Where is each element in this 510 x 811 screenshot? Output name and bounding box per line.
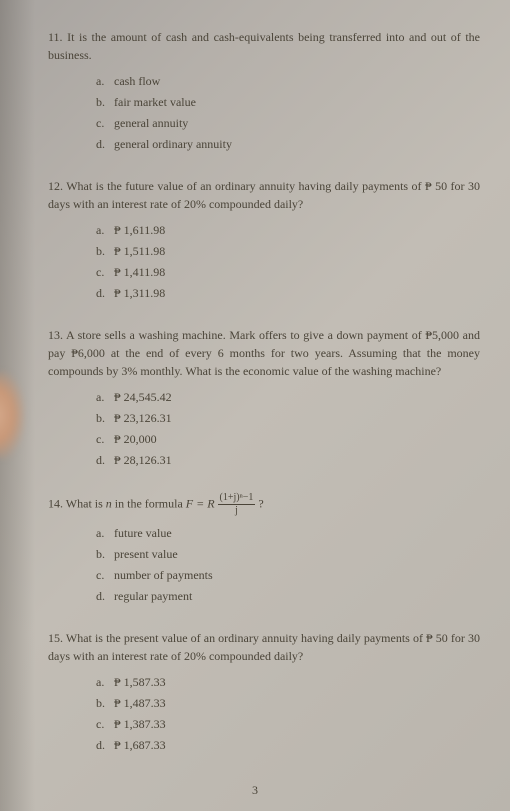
option-letter: b. [96, 694, 114, 712]
formula-denominator: j [218, 505, 256, 516]
question-number: 12. [48, 179, 63, 193]
formula-numerator: (1+j)ⁿ−1 [218, 493, 256, 505]
thumb-shadow [0, 370, 25, 460]
option-text: ₱ 1,611.98 [114, 223, 165, 237]
question-number: 13. [48, 328, 63, 342]
options-list: a.cash flow b.fair market value c.genera… [48, 72, 480, 153]
option-text: ₱ 1,311.98 [114, 286, 165, 300]
option-letter: a. [96, 524, 114, 542]
option-c: c.₱ 20,000 [96, 430, 480, 448]
question-number: 11. [48, 30, 63, 44]
options-list: a.₱ 1,611.98 b.₱ 1,511.98 c.₱ 1,411.98 d… [48, 221, 480, 302]
question-stem: 11. It is the amount of cash and cash-eq… [48, 28, 480, 64]
option-text: ₱ 1,387.33 [114, 717, 166, 731]
formula-fraction: (1+j)ⁿ−1 j [218, 493, 256, 516]
option-letter: c. [96, 430, 114, 448]
question-stem: 15. What is the present value of an ordi… [48, 629, 480, 665]
option-text: ₱ 20,000 [114, 432, 157, 446]
option-letter: a. [96, 388, 114, 406]
option-d: d.₱ 1,687.33 [96, 736, 480, 754]
question-number: 14. [48, 496, 63, 510]
option-letter: d. [96, 451, 114, 469]
option-a: a.₱ 1,587.33 [96, 673, 480, 691]
option-c: c.₱ 1,387.33 [96, 715, 480, 733]
option-letter: a. [96, 72, 114, 90]
option-b: b.₱ 23,126.31 [96, 409, 480, 427]
option-text: present value [114, 547, 178, 561]
option-text: ₱ 1,411.98 [114, 265, 165, 279]
option-a: a.₱ 1,611.98 [96, 221, 480, 239]
option-text: cash flow [114, 74, 160, 88]
question-number: 15. [48, 631, 63, 645]
option-text: ₱ 23,126.31 [114, 411, 172, 425]
question-11: 11. It is the amount of cash and cash-eq… [48, 28, 480, 153]
question-12: 12. What is the future value of an ordin… [48, 177, 480, 302]
option-letter: d. [96, 135, 114, 153]
option-letter: d. [96, 587, 114, 605]
option-b: b.₱ 1,487.33 [96, 694, 480, 712]
option-a: a.future value [96, 524, 480, 542]
option-text: general ordinary annuity [114, 137, 232, 151]
option-d: d.₱ 28,126.31 [96, 451, 480, 469]
options-list: a.₱ 24,545.42 b.₱ 23,126.31 c.₱ 20,000 d… [48, 388, 480, 469]
option-b: b.₱ 1,511.98 [96, 242, 480, 260]
option-d: d.₱ 1,311.98 [96, 284, 480, 302]
formula-left: F = R [186, 496, 215, 510]
option-letter: a. [96, 673, 114, 691]
option-a: a.cash flow [96, 72, 480, 90]
option-a: a.₱ 24,545.42 [96, 388, 480, 406]
question-stem: 12. What is the future value of an ordin… [48, 177, 480, 213]
option-letter: b. [96, 409, 114, 427]
page-number: 3 [252, 781, 258, 799]
option-letter: b. [96, 242, 114, 260]
question-text: It is the amount of cash and cash-equiva… [48, 30, 480, 62]
option-text: ₱ 1,487.33 [114, 696, 166, 710]
option-d: d.regular payment [96, 587, 480, 605]
question-text-prefix: What is [66, 496, 106, 510]
option-text: ₱ 1,511.98 [114, 244, 165, 258]
options-list: a.future value b.present value c.number … [48, 524, 480, 605]
question-text: A store sells a washing machine. Mark of… [48, 328, 480, 378]
options-list: a.₱ 1,587.33 b.₱ 1,487.33 c.₱ 1,387.33 d… [48, 673, 480, 754]
option-letter: c. [96, 566, 114, 584]
page-shadow [0, 0, 35, 811]
question-text-mid: in the formula [112, 496, 186, 510]
option-letter: a. [96, 221, 114, 239]
option-text: ₱ 1,587.33 [114, 675, 166, 689]
option-c: c.₱ 1,411.98 [96, 263, 480, 281]
option-text: ₱ 24,545.42 [114, 390, 172, 404]
question-text: What is the future value of an ordinary … [48, 179, 480, 211]
question-stem: 14. What is n in the formula F = R (1+j)… [48, 493, 480, 516]
option-letter: b. [96, 93, 114, 111]
option-letter: c. [96, 715, 114, 733]
exam-page: 11. It is the amount of cash and cash-eq… [48, 28, 480, 754]
option-letter: c. [96, 114, 114, 132]
question-13: 13. A store sells a washing machine. Mar… [48, 326, 480, 469]
option-letter: d. [96, 736, 114, 754]
option-text: number of payments [114, 568, 213, 582]
question-14: 14. What is n in the formula F = R (1+j)… [48, 493, 480, 605]
question-stem: 13. A store sells a washing machine. Mar… [48, 326, 480, 380]
option-b: b.fair market value [96, 93, 480, 111]
option-text: fair market value [114, 95, 196, 109]
option-text: regular payment [114, 589, 192, 603]
option-text: general annuity [114, 116, 188, 130]
option-c: c.number of payments [96, 566, 480, 584]
option-text: ₱ 28,126.31 [114, 453, 172, 467]
option-letter: d. [96, 284, 114, 302]
option-text: future value [114, 526, 172, 540]
question-text-suffix: ? [258, 496, 263, 510]
option-letter: b. [96, 545, 114, 563]
option-text: ₱ 1,687.33 [114, 738, 166, 752]
question-15: 15. What is the present value of an ordi… [48, 629, 480, 754]
option-letter: c. [96, 263, 114, 281]
option-d: d.general ordinary annuity [96, 135, 480, 153]
option-c: c.general annuity [96, 114, 480, 132]
question-text: What is the present value of an ordinary… [48, 631, 480, 663]
option-b: b.present value [96, 545, 480, 563]
